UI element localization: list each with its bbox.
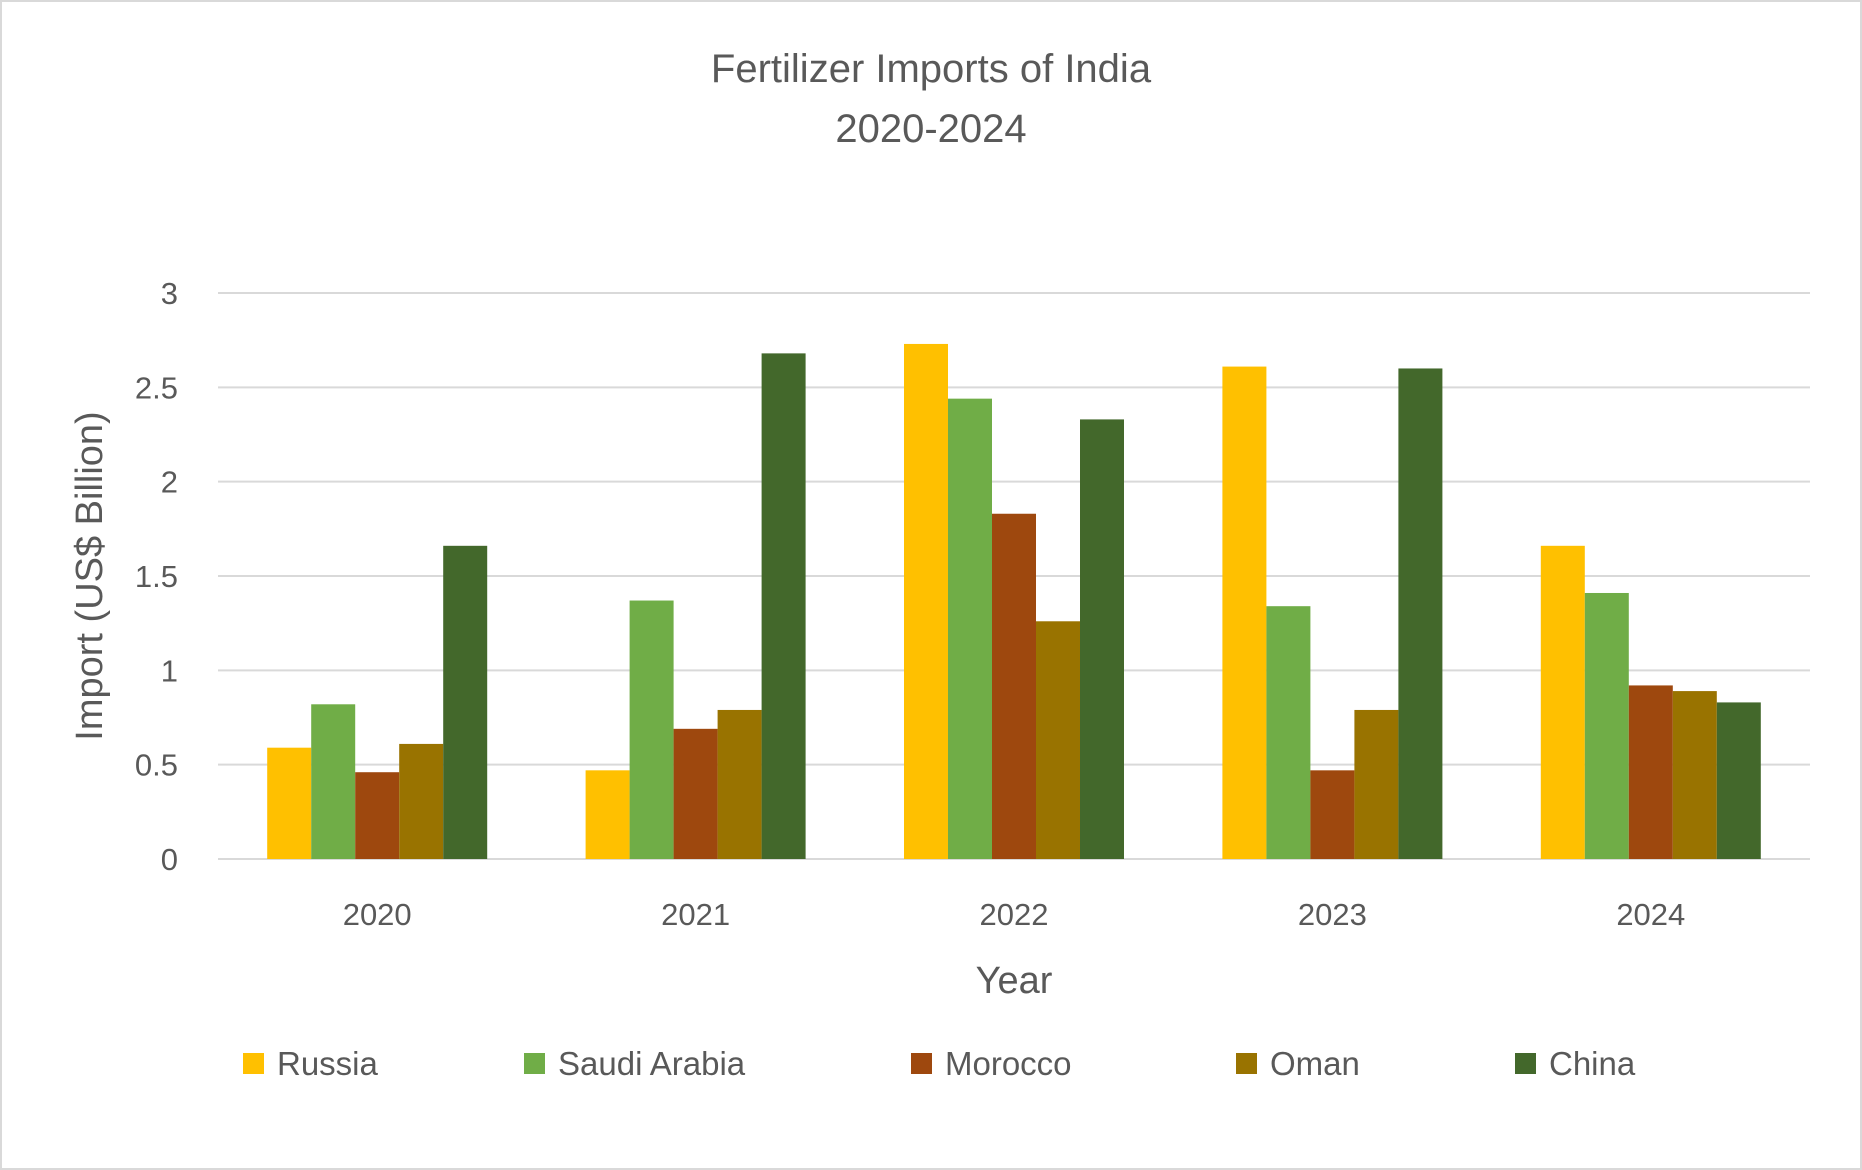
bar-china-2024 <box>1716 702 1761 859</box>
x-axis-title: Year <box>976 960 1053 1002</box>
x-tick-label: 2021 <box>661 897 730 932</box>
bar-morocco-2021 <box>673 728 718 859</box>
y-tick-label: 3 <box>161 276 178 311</box>
y-tick-label: 2.5 <box>135 370 178 405</box>
bar-russia-2024 <box>1540 545 1585 859</box>
bar-oman-2020 <box>399 743 444 859</box>
y-tick-label: 1.5 <box>135 559 178 594</box>
x-tick-label: 2020 <box>343 897 412 932</box>
legend-item-saudi-arabia: Saudi Arabia <box>524 1045 746 1082</box>
legend-label: Saudi Arabia <box>558 1045 746 1082</box>
bar-russia-2020 <box>267 747 312 859</box>
y-tick-label: 0 <box>161 842 178 877</box>
bar-saudi-arabia-2021 <box>629 600 674 859</box>
legend-swatch <box>1515 1053 1536 1074</box>
y-tick-label: 1 <box>161 653 178 688</box>
legend-label: Morocco <box>945 1045 1072 1082</box>
x-tick-label: 2023 <box>1298 897 1367 932</box>
legend-label: Oman <box>1270 1045 1360 1082</box>
legend-label: Russia <box>277 1045 379 1082</box>
legend-swatch <box>243 1053 264 1074</box>
chart-title: Fertilizer Imports of India <box>711 47 1152 91</box>
y-axis-title: Import (US$ Billion) <box>69 411 111 740</box>
bar-morocco-2024 <box>1628 685 1673 859</box>
bar-oman-2024 <box>1672 691 1717 859</box>
bar-morocco-2022 <box>992 513 1036 859</box>
bar-china-2023 <box>1398 368 1443 859</box>
legend-swatch <box>911 1053 932 1074</box>
bar-china-2022 <box>1080 419 1124 859</box>
bar-saudi-arabia-2022 <box>948 398 992 859</box>
bar-oman-2021 <box>717 709 762 859</box>
bar-morocco-2020 <box>355 772 400 859</box>
legend-swatch <box>524 1053 545 1074</box>
bar-russia-2021 <box>585 770 630 859</box>
legend-item-china: China <box>1515 1045 1636 1082</box>
x-tick-label: 2022 <box>980 897 1049 932</box>
y-tick-label: 2 <box>161 465 178 500</box>
bar-saudi-arabia-2024 <box>1584 592 1629 859</box>
bar-oman-2023 <box>1354 709 1399 859</box>
bar-saudi-arabia-2020 <box>311 704 356 859</box>
legend-label: China <box>1549 1045 1636 1082</box>
bar-china-2020 <box>443 545 488 859</box>
legend-item-oman: Oman <box>1236 1045 1360 1082</box>
bar-china-2021 <box>761 353 806 859</box>
legend-item-russia: Russia <box>243 1045 379 1082</box>
bar-russia-2023 <box>1222 366 1267 859</box>
chart-subtitle: 2020-2024 <box>835 107 1026 151</box>
legend-item-morocco: Morocco <box>911 1045 1072 1082</box>
bar-oman-2022 <box>1036 621 1080 859</box>
y-tick-label: 0.5 <box>135 748 178 783</box>
bar-morocco-2023 <box>1310 770 1355 859</box>
bar-saudi-arabia-2023 <box>1266 606 1311 859</box>
legend-swatch <box>1236 1053 1257 1074</box>
x-tick-label: 2024 <box>1616 897 1685 932</box>
bar-russia-2022 <box>904 343 948 859</box>
